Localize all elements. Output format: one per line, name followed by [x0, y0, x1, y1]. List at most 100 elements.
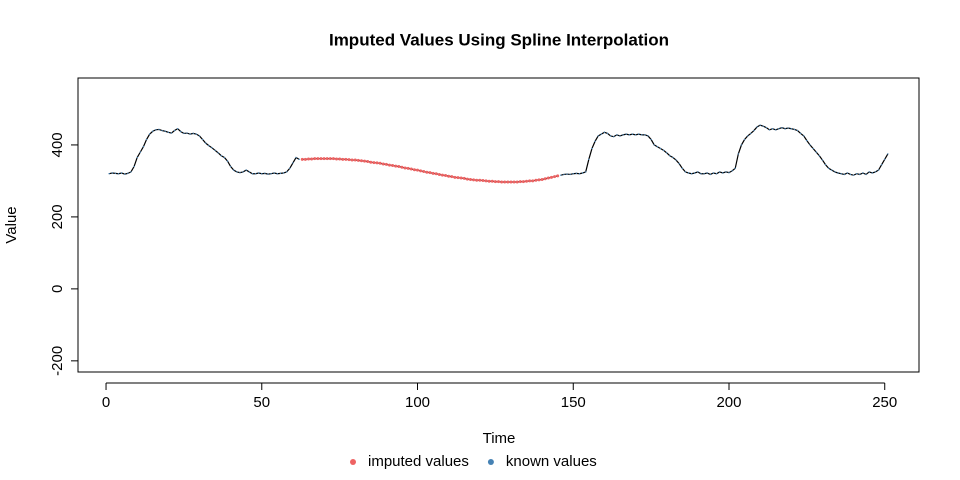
data-point — [700, 173, 702, 175]
data-point — [613, 135, 615, 138]
data-point — [743, 138, 746, 141]
data-point — [588, 158, 590, 161]
data-point — [267, 173, 269, 175]
data-point — [806, 139, 808, 142]
data-point — [731, 170, 733, 172]
data-point — [647, 135, 649, 137]
data-point — [515, 180, 519, 184]
data-point — [108, 173, 110, 175]
data-point — [534, 178, 538, 182]
data-point — [503, 180, 507, 184]
data-point — [378, 161, 382, 165]
data-point — [815, 151, 817, 153]
data-point — [753, 129, 755, 132]
data-point — [862, 172, 864, 174]
data-point — [114, 172, 117, 175]
data-point — [793, 128, 796, 131]
data-point — [603, 131, 606, 134]
data-point — [192, 132, 194, 135]
data-point — [394, 164, 398, 168]
data-point — [205, 142, 207, 144]
data-point — [111, 172, 113, 174]
data-point — [725, 171, 727, 173]
data-point — [563, 173, 565, 176]
data-point — [531, 179, 535, 183]
data-point — [656, 146, 659, 148]
data-point — [609, 135, 612, 137]
data-point — [300, 157, 304, 161]
data-point — [827, 167, 830, 170]
data-point — [874, 171, 877, 173]
data-point — [273, 172, 275, 174]
data-point — [525, 179, 529, 183]
data-point — [366, 159, 370, 163]
data-point — [233, 169, 235, 171]
data-point — [468, 177, 472, 181]
data-point — [419, 169, 423, 173]
data-point — [631, 133, 634, 135]
data-point — [117, 173, 120, 175]
y-tick-label: -200 — [49, 346, 66, 376]
data-point — [444, 174, 448, 178]
data-point — [310, 157, 314, 161]
data-point — [303, 157, 307, 161]
data-point — [127, 172, 129, 175]
data-point — [325, 157, 329, 161]
data-point — [644, 134, 646, 136]
data-point — [849, 173, 852, 176]
legend-label: known values — [506, 453, 597, 470]
data-point — [865, 173, 867, 176]
data-point — [578, 173, 581, 175]
data-point — [487, 179, 491, 183]
y-tick-label: 0 — [49, 285, 66, 293]
data-point — [856, 173, 858, 175]
data-point — [387, 163, 391, 167]
data-point — [236, 171, 238, 173]
data-point — [560, 174, 562, 176]
y-axis-label: Value — [3, 206, 20, 243]
data-point — [359, 159, 363, 163]
data-point — [546, 176, 550, 180]
data-point — [170, 132, 173, 134]
data-point — [173, 129, 176, 132]
data-point — [167, 131, 170, 134]
x-tick-label: 100 — [405, 394, 430, 411]
data-point — [706, 172, 708, 174]
data-point — [678, 162, 680, 165]
data-point — [201, 138, 204, 141]
data-point — [279, 172, 282, 175]
data-point — [462, 176, 466, 180]
data-point — [759, 124, 761, 126]
legend-marker — [487, 459, 494, 465]
data-point — [344, 157, 348, 161]
data-point — [289, 167, 291, 170]
data-point — [722, 172, 724, 174]
data-point — [846, 172, 849, 174]
data-point — [257, 172, 260, 174]
data-point — [553, 175, 557, 179]
data-point — [585, 171, 587, 173]
data-point — [737, 153, 740, 155]
data-point — [434, 172, 438, 176]
data-point — [276, 173, 279, 175]
data-point — [120, 172, 123, 174]
data-point — [425, 170, 429, 174]
data-point — [261, 173, 263, 175]
data-point — [809, 144, 811, 146]
data-point — [634, 134, 637, 136]
data-point — [521, 180, 525, 184]
data-point — [391, 163, 395, 167]
data-point — [750, 132, 752, 135]
data-point — [226, 160, 229, 162]
data-point — [450, 175, 454, 179]
data-point — [803, 135, 805, 137]
data-point — [155, 129, 157, 131]
data-point — [746, 135, 749, 137]
data-point — [787, 127, 789, 129]
data-point — [229, 165, 232, 168]
data-point — [211, 147, 213, 149]
data-point — [831, 169, 833, 171]
data-point — [799, 132, 802, 135]
data-point — [242, 171, 244, 173]
